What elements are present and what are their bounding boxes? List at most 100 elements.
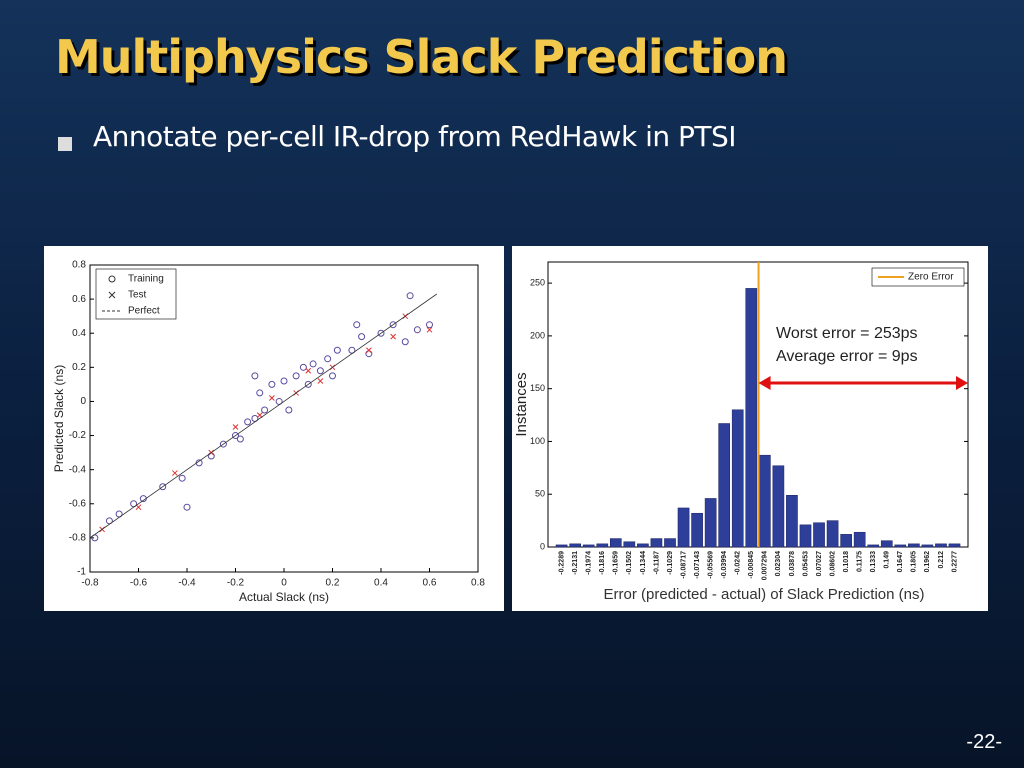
bar bbox=[935, 543, 947, 548]
training-point bbox=[261, 406, 269, 414]
bullet-text: Annotate per-cell IR-drop from RedHawk i… bbox=[93, 120, 737, 153]
y-tick-label: 150 bbox=[530, 383, 545, 393]
legend-marker bbox=[108, 275, 116, 283]
y-tick-label: 0.4 bbox=[72, 328, 86, 339]
x-tick-label: 0.1018 bbox=[843, 551, 850, 573]
x-tick-label: 0.007294 bbox=[762, 551, 769, 580]
y-tick-label: 100 bbox=[530, 436, 545, 446]
annotation: Average error = 9ps bbox=[776, 348, 918, 365]
training-point bbox=[285, 406, 293, 414]
legend-marker bbox=[108, 291, 116, 299]
x-tick-label: -0.8 bbox=[81, 578, 99, 589]
bar bbox=[759, 454, 771, 548]
training-point bbox=[299, 363, 307, 371]
training-point bbox=[406, 292, 414, 300]
test-point bbox=[256, 412, 263, 418]
training-point bbox=[232, 432, 239, 440]
histogram-chart: 0 50 100 150 200 250 -0.2289 -0.2131 -0.1974 -0.1… bbox=[512, 246, 988, 611]
training-point bbox=[377, 329, 385, 337]
x-tick-label: -0.4 bbox=[178, 578, 196, 589]
bar bbox=[921, 544, 934, 548]
bar bbox=[880, 540, 893, 548]
y-tick-label: -0.4 bbox=[69, 464, 87, 475]
bar bbox=[704, 498, 717, 548]
x-tick-label: -0.2 bbox=[227, 578, 245, 589]
bar bbox=[840, 534, 852, 548]
x-tick-label: 0.08602 bbox=[829, 551, 836, 576]
y-axis-label: Instances bbox=[513, 372, 530, 436]
training-point bbox=[324, 355, 332, 363]
y-axis-label: Predicted Slack (ns) bbox=[52, 365, 66, 472]
legend-label: Training bbox=[128, 274, 164, 285]
y-tick-label: -0.2 bbox=[69, 430, 87, 441]
training-point bbox=[426, 321, 433, 329]
y-tick-label: -1 bbox=[77, 567, 86, 578]
legend-label: Perfect bbox=[128, 306, 160, 317]
x-tick-label: 0.1175 bbox=[857, 551, 864, 572]
bar bbox=[894, 544, 907, 548]
x-tick-label: 0.8 bbox=[471, 578, 485, 589]
x-tick-label: -0.1502 bbox=[626, 551, 633, 575]
y-tick-label: 0.8 bbox=[72, 260, 86, 271]
y-tick-label: 250 bbox=[530, 277, 545, 287]
x-tick-label: 0.1333 bbox=[870, 551, 877, 573]
training-point bbox=[236, 435, 244, 443]
bar bbox=[664, 538, 676, 548]
training-point bbox=[329, 372, 336, 380]
training-point bbox=[244, 418, 252, 426]
legend-box bbox=[95, 268, 177, 320]
x-tick-label: -0.1659 bbox=[613, 551, 620, 575]
bar bbox=[786, 495, 798, 548]
bar bbox=[772, 465, 785, 548]
y-tick-label: 0 bbox=[80, 396, 86, 407]
training-point bbox=[316, 367, 324, 375]
bullet-marker bbox=[58, 137, 72, 151]
x-tick-label: 0.6 bbox=[423, 578, 437, 589]
bar bbox=[948, 543, 961, 548]
bar bbox=[637, 543, 649, 548]
training-point bbox=[183, 503, 191, 511]
bar bbox=[799, 524, 812, 548]
scatter-chart: -0.8 -0.6 -0.4 -0.2 0 0.2 0.4 0.6 0.8-1-0.8-0.6-… bbox=[44, 246, 504, 611]
bar bbox=[867, 544, 880, 548]
training-point bbox=[268, 380, 276, 388]
training-point bbox=[413, 326, 421, 334]
training-point bbox=[358, 333, 366, 341]
training-point bbox=[365, 350, 373, 358]
training-point bbox=[309, 360, 317, 368]
test-point bbox=[317, 378, 324, 384]
training-point bbox=[353, 321, 361, 329]
arrow-head bbox=[758, 376, 771, 390]
training-point bbox=[389, 321, 397, 329]
training-point bbox=[401, 338, 409, 346]
x-tick-label: 0 bbox=[281, 578, 287, 589]
legend-label: Test bbox=[128, 290, 147, 301]
y-tick-label: 50 bbox=[535, 489, 545, 499]
x-tick-label: -0.08717 bbox=[680, 551, 687, 579]
page-number: -22- bbox=[966, 731, 1002, 753]
bar bbox=[623, 541, 636, 548]
x-tick-label: -0.03994 bbox=[721, 551, 728, 579]
test-point bbox=[426, 326, 433, 333]
x-tick-label: -0.1344 bbox=[640, 551, 647, 575]
x-tick-label: -0.1816 bbox=[599, 551, 606, 575]
training-point bbox=[256, 389, 264, 397]
x-tick-label: 0.4 bbox=[374, 578, 388, 589]
bar bbox=[853, 531, 866, 548]
test-point bbox=[305, 367, 312, 374]
x-tick-label: 0.2 bbox=[326, 578, 340, 589]
bar bbox=[569, 543, 582, 548]
x-axis-label: Error (predicted - actual) of Slack Pred… bbox=[604, 586, 925, 603]
x-tick-label: -0.2289 bbox=[558, 551, 565, 575]
x-tick-label: -0.2131 bbox=[572, 551, 579, 575]
x-tick-label: 0.1805 bbox=[911, 551, 918, 573]
bar bbox=[813, 522, 825, 548]
x-tick-label: -0.07143 bbox=[694, 551, 701, 579]
perfect-line bbox=[89, 293, 438, 539]
legend-label: Zero Error bbox=[908, 272, 954, 283]
bar bbox=[731, 409, 744, 548]
test-point bbox=[135, 504, 142, 511]
x-tick-label: -0.6 bbox=[130, 578, 148, 589]
x-tick-label: -0.00845 bbox=[748, 551, 755, 579]
